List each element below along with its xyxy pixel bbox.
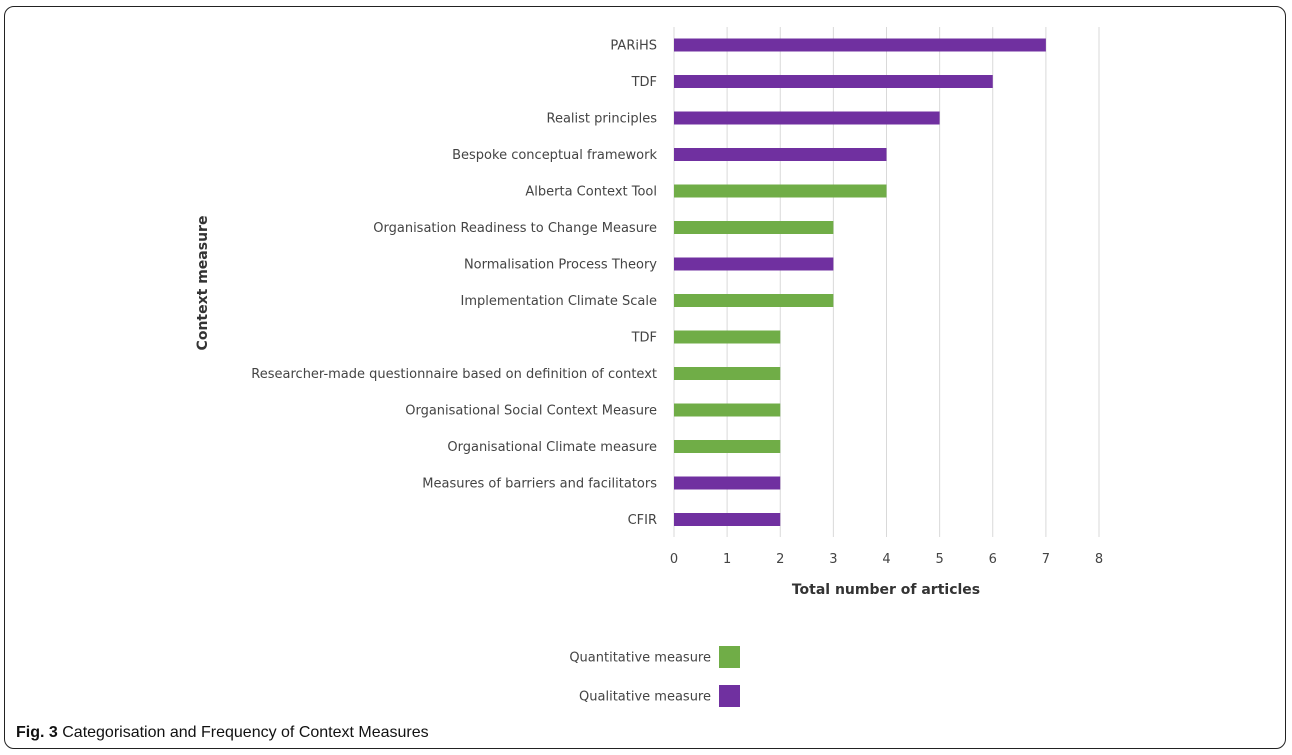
figure-frame xyxy=(4,6,1286,749)
legend-swatch-quantitative xyxy=(719,646,740,668)
bar-6 xyxy=(674,257,834,271)
x-tick-label-0: 0 xyxy=(670,552,678,567)
x-tick-label-1: 1 xyxy=(723,552,731,567)
x-axis-title: Total number of articles xyxy=(792,582,980,598)
bar-1 xyxy=(674,75,993,88)
bar-13 xyxy=(674,513,781,526)
category-label-4: Alberta Context Tool xyxy=(525,185,657,200)
x-tick-label-7: 7 xyxy=(1042,552,1050,567)
x-tick-labels: 0 1 2 3 4 5 6 7 8 xyxy=(670,552,1103,567)
bar-5 xyxy=(674,221,834,234)
bars xyxy=(674,38,1046,526)
bar-11 xyxy=(674,440,781,453)
bar-12 xyxy=(674,476,781,490)
category-label-9: Researcher-made questionnaire based on d… xyxy=(251,367,657,382)
category-label-2: Realist principles xyxy=(547,112,658,127)
legend-label-qualitative: Qualitative measure xyxy=(579,690,711,705)
x-tick-label-3: 3 xyxy=(829,552,837,567)
category-label-11: Organisational Climate measure xyxy=(447,440,657,455)
bar-10 xyxy=(674,403,781,417)
legend: Quantitative measure Qualitative measure xyxy=(569,646,740,707)
category-label-6: Normalisation Process Theory xyxy=(464,258,657,273)
figure-caption: Fig. 3 Categorisation and Frequency of C… xyxy=(16,724,429,742)
category-label-5: Organisation Readiness to Change Measure xyxy=(373,221,657,236)
category-label-12: Measures of barriers and facilitators xyxy=(422,477,657,492)
category-label-13: CFIR xyxy=(628,513,657,528)
x-tick-label-6: 6 xyxy=(989,552,997,567)
x-tick-label-4: 4 xyxy=(882,552,890,567)
category-label-8: TDF xyxy=(631,331,657,346)
category-label-7: Implementation Climate Scale xyxy=(461,294,658,309)
legend-label-quantitative: Quantitative measure xyxy=(569,651,711,666)
bar-3 xyxy=(674,148,887,161)
x-tick-label-2: 2 xyxy=(776,552,784,567)
legend-swatch-qualitative xyxy=(719,685,740,707)
category-label-3: Bespoke conceptual framework xyxy=(452,148,657,163)
category-label-10: Organisational Social Context Measure xyxy=(405,404,657,419)
figure-caption-label: Fig. 3 xyxy=(16,724,58,741)
bar-2 xyxy=(674,111,940,125)
bar-7 xyxy=(674,294,834,307)
bar-9 xyxy=(674,367,781,380)
x-tick-label-5: 5 xyxy=(935,552,943,567)
x-tick-label-8: 8 xyxy=(1095,552,1103,567)
bar-8 xyxy=(674,330,781,344)
category-label-0: PARiHS xyxy=(610,39,657,54)
gridlines xyxy=(673,27,1100,537)
figure-caption-text: Categorisation and Frequency of Context … xyxy=(62,724,429,741)
bar-4 xyxy=(674,184,887,198)
category-label-1: TDF xyxy=(631,75,657,90)
bar-0 xyxy=(674,38,1046,52)
category-labels: PARiHS TDF Realist principles Bespoke conce… xyxy=(251,39,657,529)
y-axis-title: Context measure xyxy=(195,216,211,351)
